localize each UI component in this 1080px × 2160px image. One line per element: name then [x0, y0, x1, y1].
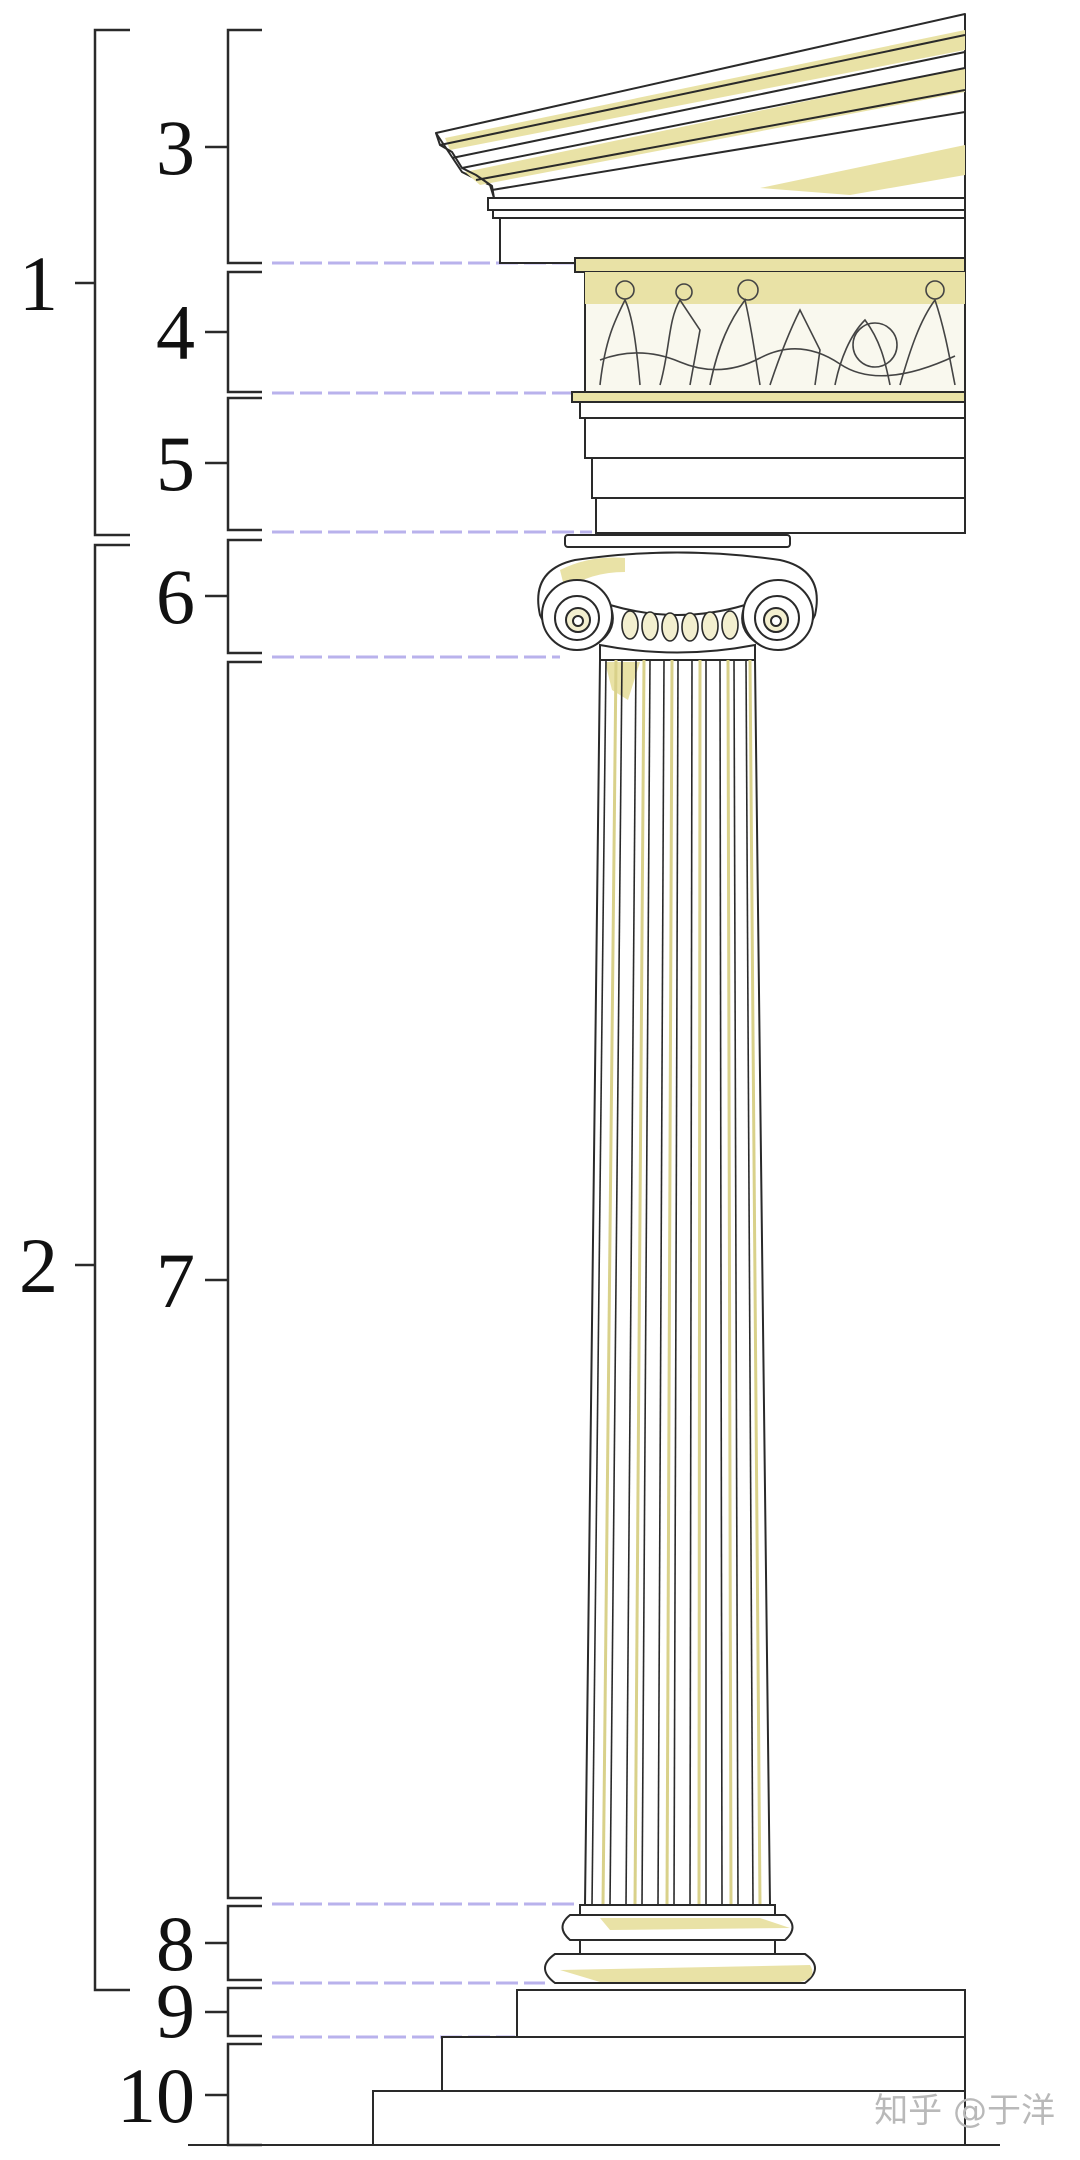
- capital-necking: [599, 643, 756, 661]
- base-upper-torus-highlight: [600, 1918, 790, 1930]
- cornice-top: [487, 197, 966, 211]
- cornice-band: [492, 209, 966, 219]
- label-6: 6: [156, 553, 195, 640]
- architrave-cap-highlight: [571, 391, 966, 403]
- bracket-6: [226, 538, 262, 655]
- pediment-line-4: [475, 89, 966, 181]
- bracket-2: [93, 543, 130, 1992]
- pediment-highlight-3: [760, 145, 965, 195]
- base-lower-torus-highlight: [560, 1965, 813, 1982]
- egg-and-dart: [621, 610, 739, 642]
- architrave: [571, 391, 966, 534]
- column-base: [544, 1904, 816, 1984]
- bracket-1: [93, 28, 130, 537]
- label-4: 4: [156, 289, 195, 376]
- frieze-highlight: [585, 272, 965, 304]
- step-1: [516, 1989, 966, 2038]
- frieze-relief-figures: [599, 279, 956, 386]
- label-2: 2: [19, 1222, 58, 1309]
- bracket-7: [226, 660, 262, 1900]
- cornice-face: [499, 217, 966, 264]
- pediment-line-1: [439, 34, 966, 146]
- volute-right-eye: [770, 615, 782, 627]
- inner-brackets: [205, 28, 262, 2147]
- label-10: 10: [117, 2052, 195, 2139]
- pediment-line-3: [461, 67, 966, 169]
- base-scotia: [579, 1939, 776, 1955]
- frieze-cap: [574, 257, 966, 273]
- architrave-fascia-2: [584, 417, 966, 459]
- shaft: [583, 659, 772, 1906]
- pediment-line-2: [451, 51, 966, 159]
- pediment-highlight-2: [465, 68, 965, 185]
- label-8: 8: [156, 1900, 195, 1987]
- section-numbers: 1 2 3 4 5 6 7 8 9 10: [19, 104, 195, 2139]
- frieze: [574, 257, 966, 393]
- bracket-5: [226, 396, 262, 532]
- outer-brackets: [75, 28, 130, 1992]
- architrave-fascia-1: [579, 401, 966, 419]
- label-7: 7: [156, 1237, 195, 1324]
- capital: [537, 534, 818, 661]
- pediment-raking: [435, 132, 495, 199]
- cornice: [487, 197, 966, 264]
- bracket-4: [226, 270, 262, 394]
- bracket-9: [226, 1986, 262, 2038]
- bracket-3: [226, 28, 262, 265]
- base-fillet: [579, 1904, 776, 1916]
- pediment-line-5: [491, 111, 966, 191]
- label-9: 9: [156, 1967, 195, 2054]
- architrave-fascia-4: [595, 497, 966, 534]
- guide-lines: [272, 261, 592, 2039]
- abacus: [564, 534, 791, 548]
- stylobate-steps: [188, 1989, 1000, 2146]
- shaft-flutes: [591, 659, 762, 1906]
- volute-left-eye: [572, 615, 584, 627]
- bracket-10: [226, 2042, 262, 2147]
- bracket-8: [226, 1904, 262, 1982]
- label-5: 5: [156, 420, 195, 507]
- pediment: [435, 13, 966, 199]
- architrave-fascia-3: [591, 457, 966, 499]
- watermark: 知乎 @于洋: [874, 2091, 1055, 2131]
- label-3: 3: [156, 104, 195, 191]
- step-2: [441, 2036, 966, 2092]
- label-1: 1: [19, 240, 58, 327]
